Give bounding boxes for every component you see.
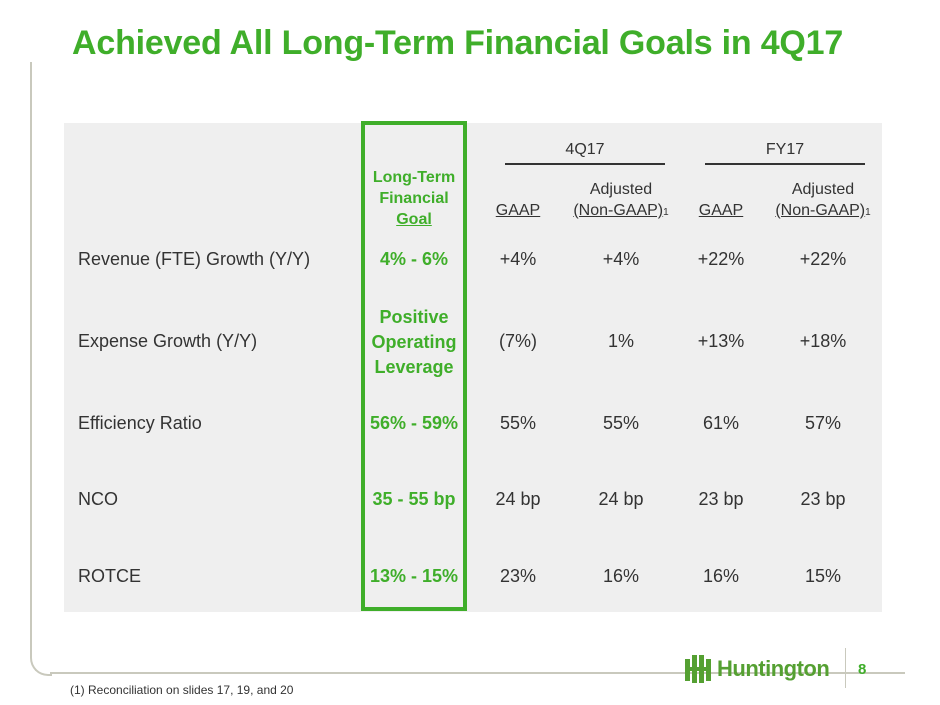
value-expense-fy17-gaap: +13% [697, 331, 745, 351]
goal-column-header: Long-Term Financial Goal [361, 167, 467, 230]
group-underline-4q17 [505, 163, 665, 165]
footnote: (1) Reconciliation on slides 17, 19, and… [70, 683, 294, 697]
logo-mark-icon [685, 655, 711, 683]
goal-header-line2: Financial [379, 190, 449, 207]
goal-column-highlight [361, 121, 467, 611]
goal-header-line1: Long-Term [372, 169, 456, 186]
value-revenue-fy17-gaap: +22% [697, 249, 745, 269]
goal-header-line3: Goal [396, 211, 432, 228]
company-logo: Huntington [684, 652, 830, 686]
value-rotce-fy17-adj: 15% [804, 566, 842, 586]
value-rotce-4q17-gaap: 23% [499, 566, 537, 586]
value-expense-4q17-gaap: (7%) [498, 331, 537, 351]
value-rotce-fy17-gaap: 16% [702, 566, 740, 586]
goal-nco: 35 - 55 bp [372, 489, 456, 509]
logo-text: Huntington [717, 656, 830, 681]
value-nco-fy17-adj: 23 bp [800, 489, 846, 509]
value-efficiency-fy17-adj: 57% [804, 413, 842, 433]
group-header-4q17: 4Q17 [565, 141, 605, 158]
value-nco-4q17-gaap: 24 bp [495, 489, 541, 509]
value-rotce-4q17-adj: 16% [602, 566, 640, 586]
value-expense-4q17-adj: 1% [607, 331, 634, 351]
value-efficiency-fy17-gaap: 61% [702, 413, 740, 433]
row-label-nco: NCO [78, 489, 118, 509]
value-nco-fy17-gaap: 23 bp [698, 489, 744, 509]
value-revenue-4q17-adj: +4% [602, 249, 640, 269]
row-label-rotce: ROTCE [78, 566, 141, 586]
value-expense-fy17-adj: +18% [799, 331, 847, 351]
value-efficiency-4q17-adj: 55% [602, 413, 640, 433]
value-revenue-fy17-adj: +22% [799, 249, 847, 269]
slide-frame-line [30, 62, 52, 676]
col-header-fy17-adjusted: Adjusted (Non-GAAP)1 [775, 181, 871, 219]
col-header-4q17-gaap: GAAP [495, 202, 541, 219]
row-label-revenue: Revenue (FTE) Growth (Y/Y) [78, 249, 311, 269]
slide-frame-bottom [50, 672, 905, 674]
value-efficiency-4q17-gaap: 55% [499, 413, 537, 433]
slide-title: Achieved All Long-Term Financial Goals i… [72, 24, 844, 62]
group-underline-fy17 [705, 163, 865, 165]
page-number: 8 [858, 661, 867, 678]
col-header-fy17-gaap: GAAP [698, 202, 744, 219]
row-label-expense: Expense Growth (Y/Y) [78, 331, 258, 351]
row-label-efficiency: Efficiency Ratio [78, 413, 202, 433]
goal-revenue: 4% - 6% [379, 249, 449, 269]
col-header-4q17-adjusted: Adjusted (Non-GAAP)1 [573, 181, 669, 219]
goal-efficiency: 56% - 59% [369, 413, 459, 433]
value-revenue-4q17-gaap: +4% [499, 249, 537, 269]
value-nco-4q17-adj: 24 bp [598, 489, 644, 509]
goals-table [64, 123, 882, 612]
group-header-fy17: FY17 [765, 141, 805, 158]
goal-rotce: 13% - 15% [369, 566, 459, 586]
footer-divider [845, 648, 846, 688]
goal-expense: Positive Operating Leverage [371, 307, 457, 377]
